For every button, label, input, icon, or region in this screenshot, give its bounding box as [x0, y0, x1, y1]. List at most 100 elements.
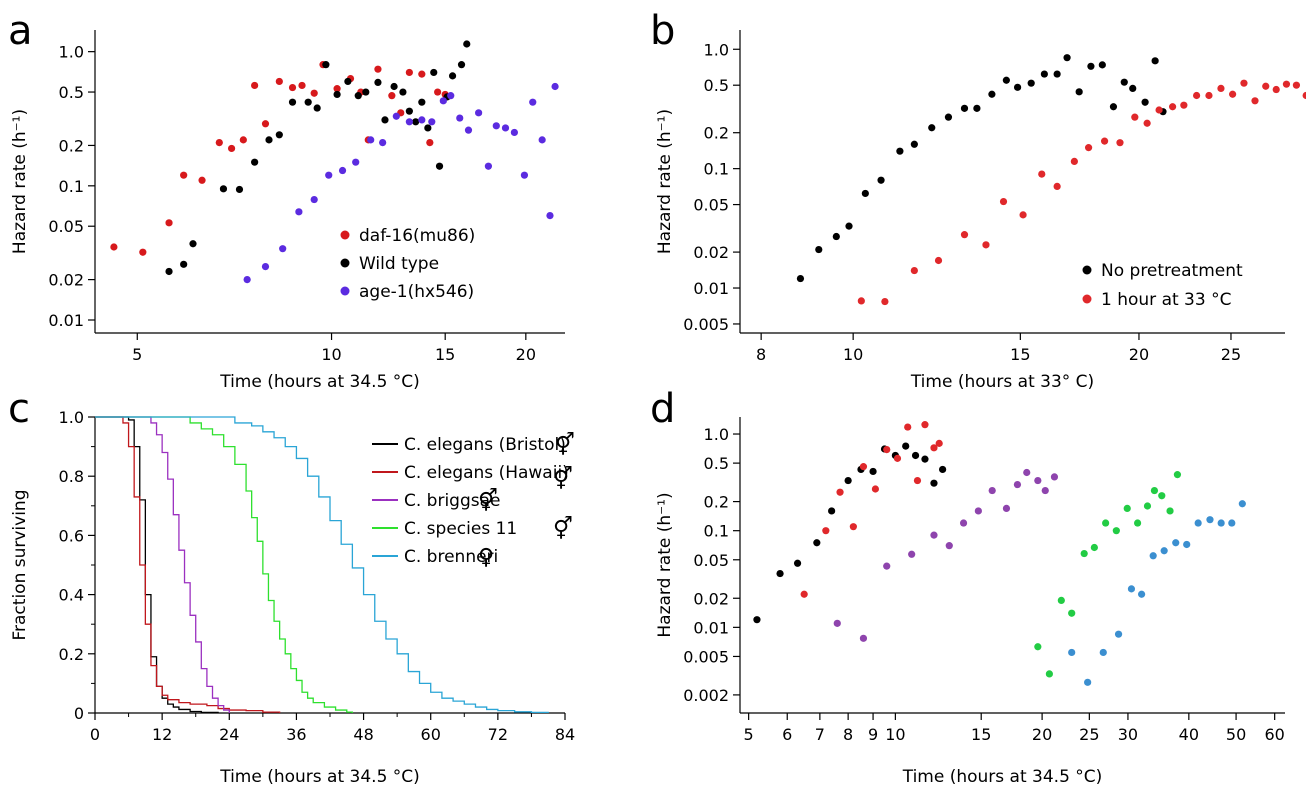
data-point: [180, 260, 188, 268]
data-point: [239, 136, 247, 144]
data-point: [288, 83, 297, 92]
data-point: [1282, 80, 1291, 88]
data-point: [1027, 79, 1035, 87]
data-point: [959, 519, 968, 527]
data-point: [551, 82, 559, 91]
x-tick-label: 20: [1032, 725, 1052, 744]
data-point: [275, 77, 283, 86]
series-line-2: [95, 416, 281, 713]
data-point: [412, 118, 420, 126]
x-tick-label: 12: [152, 725, 172, 744]
data-point: [973, 104, 981, 112]
data-point: [982, 241, 990, 249]
series-line-3: [95, 416, 230, 713]
data-point: [1002, 76, 1010, 84]
x-tick-label: 10: [321, 345, 341, 364]
data-point: [1050, 473, 1059, 481]
data-point: [219, 185, 228, 193]
x-tick-label: 48: [353, 725, 373, 744]
data-point: [845, 222, 853, 230]
data-point: [1138, 590, 1146, 598]
y-tick-label: 0.02: [48, 271, 84, 290]
data-point: [464, 126, 473, 134]
x-tick-label: 24: [219, 725, 239, 744]
y-tick-label: 0.02: [693, 243, 729, 262]
y-tick-label: 0.002: [683, 686, 729, 705]
data-point: [935, 439, 943, 447]
y-tick-label: 0.2: [59, 136, 84, 155]
data-point: [354, 92, 362, 100]
data-point: [1116, 139, 1124, 147]
data-point: [399, 88, 407, 96]
data-point: [189, 240, 197, 248]
data-point: [1098, 61, 1106, 69]
data-point: [288, 98, 297, 106]
data-point: [896, 147, 904, 155]
data-point: [492, 122, 500, 130]
data-point: [1158, 492, 1166, 500]
y-tick-label: 0.05: [693, 196, 729, 215]
data-point: [1129, 84, 1137, 93]
data-point: [251, 158, 259, 166]
data-point: [1019, 211, 1027, 219]
legend-label: 1 hour at 33 °C: [1101, 290, 1231, 310]
data-point: [1034, 643, 1042, 651]
data-point: [822, 527, 830, 535]
x-tick-label: 5: [744, 725, 754, 744]
data-point: [165, 219, 173, 227]
data-point: [910, 266, 918, 275]
data-point: [1180, 101, 1188, 109]
panel-c-survival-chart: c 0 12 24 36 48 60 72 84 0 0.2 0.4 0.6 0.8 1.0 Time (ho…: [8, 386, 575, 787]
x-tick-label: 84: [555, 725, 575, 744]
y-axis-label: Fraction surviving: [10, 489, 30, 640]
data-point: [928, 124, 936, 132]
x-tick-label: 15: [971, 725, 991, 744]
data-point: [456, 114, 464, 122]
data-point: [881, 297, 889, 306]
data-point: [1034, 476, 1042, 485]
data-point: [1238, 500, 1246, 508]
data-point: [434, 88, 442, 96]
data-point: [1080, 549, 1088, 558]
y-tick-label: 0.1: [704, 160, 729, 179]
legend-label: C. elegans (Bristol): [404, 435, 566, 455]
data-point: [392, 112, 400, 120]
legend-sex-symbol: ♀: [478, 545, 494, 570]
data-point: [265, 136, 273, 144]
data-point: [857, 297, 865, 305]
data-point: [295, 208, 303, 216]
data-point: [388, 92, 396, 100]
data-point: [776, 569, 784, 578]
data-point: [1068, 609, 1076, 617]
x-tick-label: 72: [488, 725, 508, 744]
x-tick-label: 9: [868, 725, 878, 744]
data-point: [1192, 91, 1201, 100]
legend-sex-symbol: ⚥: [553, 465, 573, 492]
y-tick-label: 0.8: [59, 467, 84, 486]
data-point: [1155, 106, 1163, 114]
data-point: [1166, 507, 1174, 515]
y-tick-label: 0.2: [59, 645, 84, 664]
data-point: [1141, 98, 1149, 106]
data-point: [1150, 486, 1159, 495]
x-tick-label: 7: [815, 725, 825, 744]
legend-marker: [340, 230, 350, 240]
data-point: [911, 451, 920, 460]
data-point: [1205, 91, 1213, 100]
y-tick-label: 0.5: [704, 76, 729, 95]
x-tick-label: 8: [756, 345, 766, 364]
legend-label: age-1(hx546): [359, 282, 474, 302]
data-point: [1292, 81, 1301, 89]
data-point: [974, 507, 982, 515]
data-point: [930, 531, 938, 539]
data-point: [428, 118, 436, 126]
legend-label: No pretreatment: [1101, 261, 1243, 281]
data-point: [333, 85, 341, 93]
data-point: [1120, 78, 1128, 86]
data-point: [1087, 62, 1095, 70]
data-point: [344, 77, 352, 86]
data-point: [1240, 79, 1248, 87]
data-point: [1013, 83, 1022, 91]
data-point: [849, 523, 857, 531]
